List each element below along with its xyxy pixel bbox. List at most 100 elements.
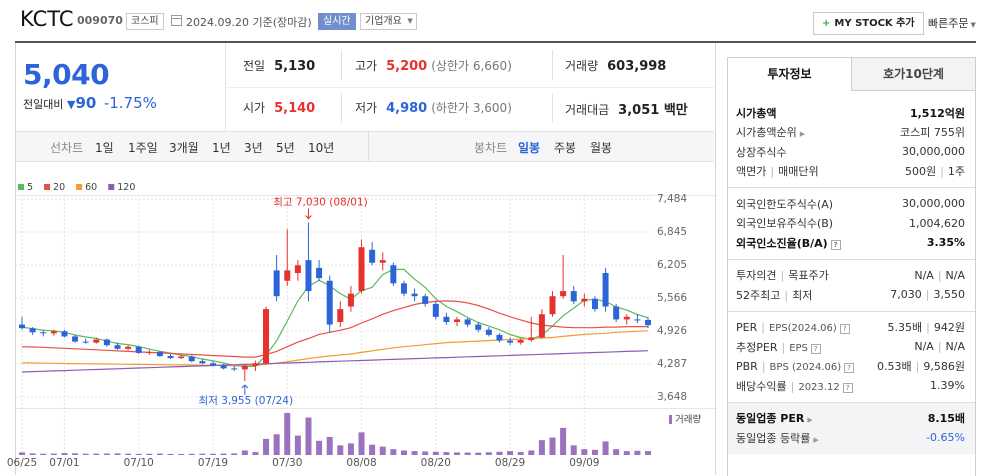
separator: |: [925, 288, 930, 302]
quick-order[interactable]: 빠른주문 ▼: [928, 17, 976, 30]
x-tick-label: 08/29: [495, 457, 525, 469]
candle-body: [528, 337, 535, 341]
info-value: 1,004,620: [909, 217, 965, 230]
info-row: 상장주식수 30,000,000: [736, 142, 965, 162]
period-tab[interactable]: 1일: [95, 141, 114, 155]
volume-bar: [432, 451, 439, 455]
period-tab[interactable]: 1주일: [128, 141, 158, 155]
panel-tabs: 투자정보 호가10단계: [728, 58, 975, 91]
info-value: -0.65%: [926, 431, 965, 444]
volume-bar: [347, 443, 354, 455]
separator: |: [790, 379, 795, 393]
label-text: EPS(2024.06): [768, 322, 837, 334]
volume-bar: [40, 453, 47, 455]
volume-bar: [507, 451, 514, 455]
candle-body: [634, 319, 641, 321]
help-icon[interactable]: ?: [842, 382, 853, 393]
volume-bar: [61, 453, 68, 455]
period-tab[interactable]: 월봉: [590, 141, 613, 155]
help-icon[interactable]: ?: [844, 362, 855, 373]
candle-body: [50, 331, 57, 334]
info-label: PBR | BPS (2024.06)?: [736, 360, 855, 373]
quote-label: 시가: [243, 101, 266, 115]
volume-bar: [125, 453, 132, 455]
candle-body: [125, 346, 132, 349]
info-label: 배당수익률 | 2023.12?: [736, 378, 853, 394]
info-value: 0.53배 | 9,586원: [877, 358, 965, 374]
candle-body: [517, 340, 524, 343]
volume-bar: [50, 453, 57, 455]
period-tab[interactable]: 3개월: [169, 141, 199, 155]
separator: |: [761, 320, 765, 334]
volume-bar: [167, 453, 174, 455]
info-row: 외국인한도주식수(A) 30,000,000: [736, 194, 965, 214]
volume-bar: [114, 453, 121, 455]
info-row: 외국인보유주식수(B) 1,004,620: [736, 214, 965, 234]
period-tab[interactable]: 3년: [244, 141, 263, 155]
value-text: 1,512억원: [909, 106, 965, 120]
volume-bar: [475, 452, 482, 455]
volume-bar: [220, 453, 227, 455]
tab-group-label: 선차트: [50, 141, 84, 155]
realtime-button[interactable]: 실시간: [318, 13, 356, 30]
chart-tabs: 선차트 1일 1주일 3개월 1년 3년 5년 10년 봉차트 일봉 주봉 월봉: [16, 131, 714, 162]
quote-cell: 거래대금 3,051 백만: [565, 99, 688, 118]
period-tab[interactable]: 1년: [212, 141, 231, 155]
info-group: PER | EPS(2024.06)? 5.35배 | 942원 추정PER | EPS? N/A…: [728, 310, 975, 402]
quote-value: 5,130: [274, 59, 316, 74]
info-label[interactable]: 동일업종 등락률 ▶: [736, 430, 819, 446]
help-icon[interactable]: ?: [810, 343, 821, 354]
divider: [341, 93, 342, 123]
candle-body: [209, 363, 216, 366]
quote-note: (하한가 3,600): [431, 101, 512, 115]
separator: |: [770, 165, 775, 179]
separator: |: [926, 321, 930, 335]
info-label[interactable]: 시가총액순위 ▶: [736, 124, 805, 140]
info-row: 시가총액순위 ▶ 코스피 755위: [736, 123, 965, 143]
value-text: 0.53배: [877, 360, 912, 374]
candle-body: [538, 314, 545, 338]
volume-bar: [252, 452, 259, 455]
x-tick-label: 07/01: [49, 457, 79, 469]
help-icon[interactable]: ?: [839, 323, 850, 334]
candle-body: [29, 328, 36, 333]
volume-bar: [29, 453, 36, 455]
volume-bar: [199, 453, 206, 455]
info-label: 외국인소진율(B/A)?: [736, 235, 841, 251]
quote-cell: 고가 5,200 (상한가 6,660): [355, 57, 512, 74]
stock-chart: 7,484 6,845 6,205 5,566 4,926 4,287 3,648 06/25…: [7, 182, 715, 469]
quote-cell: 저가 4,980 (하한가 3,600): [355, 99, 512, 116]
panel-tab[interactable]: 투자정보: [728, 58, 851, 91]
candle-body: [337, 309, 344, 322]
label-text: 배당수익률: [736, 379, 787, 393]
change-rate: -1.75%: [103, 94, 157, 112]
period-tab[interactable]: 5년: [276, 141, 295, 155]
volume-bar: [485, 452, 492, 455]
info-value: 3.35%: [927, 236, 965, 249]
info-value: 1.39%: [930, 379, 965, 392]
help-icon[interactable]: ?: [830, 239, 841, 250]
label-text: 액면가: [736, 165, 767, 179]
y-tick-label: 6,845: [657, 226, 687, 238]
high-annotation: 최고 7,030 (08/01): [273, 196, 368, 208]
info-label[interactable]: 동일업종 PER ▶: [736, 410, 813, 426]
info-value: 코스피 755위: [900, 124, 965, 140]
candle-body: [358, 247, 365, 292]
panel-tab[interactable]: 호가10단계: [851, 58, 975, 91]
candle-body: [496, 334, 503, 341]
period-tab[interactable]: 10년: [308, 141, 335, 155]
candle-body: [581, 298, 588, 302]
legend-swatch: [44, 184, 51, 190]
candle-body: [443, 316, 450, 322]
value-text: 3.35%: [926, 236, 965, 250]
info-value: 8.15배: [928, 410, 965, 426]
mystock-button[interactable]: + MY STOCK 추가: [813, 12, 924, 35]
info-label: PER | EPS(2024.06)?: [736, 321, 850, 334]
legend-label: 거래량: [675, 414, 701, 426]
period-tab[interactable]: 일봉: [518, 141, 541, 155]
info-label: 시가총액: [736, 105, 776, 121]
period-tab[interactable]: 주봉: [554, 141, 577, 155]
company-info-button[interactable]: 기업개요 ▼: [360, 13, 417, 30]
volume-bar: [390, 449, 397, 455]
